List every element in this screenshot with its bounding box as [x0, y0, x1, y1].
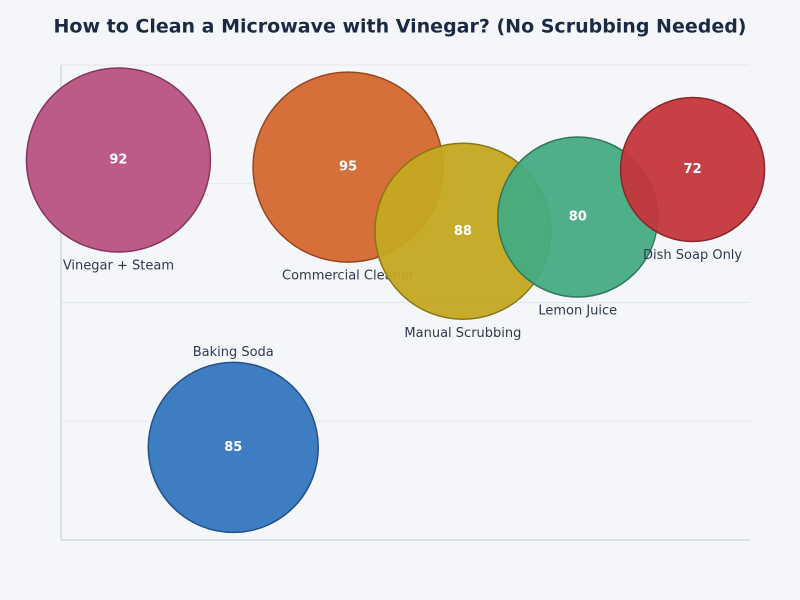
point-label: Commercial Cleaner: [282, 269, 415, 284]
value-label: 85: [224, 440, 242, 455]
point-label: Dish Soap Only: [643, 248, 742, 263]
chart-title: How to Clean a Microwave with Vinegar? (…: [54, 16, 747, 38]
bubble: [619, 96, 766, 243]
value-label: 95: [339, 160, 357, 175]
point-label: Vinegar + Steam: [63, 259, 174, 274]
point-label: Lemon Juice: [538, 304, 617, 319]
bubble: [147, 361, 319, 534]
point-label: Baking Soda: [193, 345, 274, 360]
value-label: 80: [569, 210, 587, 225]
value-label: 92: [109, 153, 127, 168]
value-label: 72: [684, 162, 702, 177]
point-label: Manual Scrubbing: [404, 326, 521, 341]
value-label: 88: [454, 224, 472, 239]
bubble: [25, 67, 212, 253]
